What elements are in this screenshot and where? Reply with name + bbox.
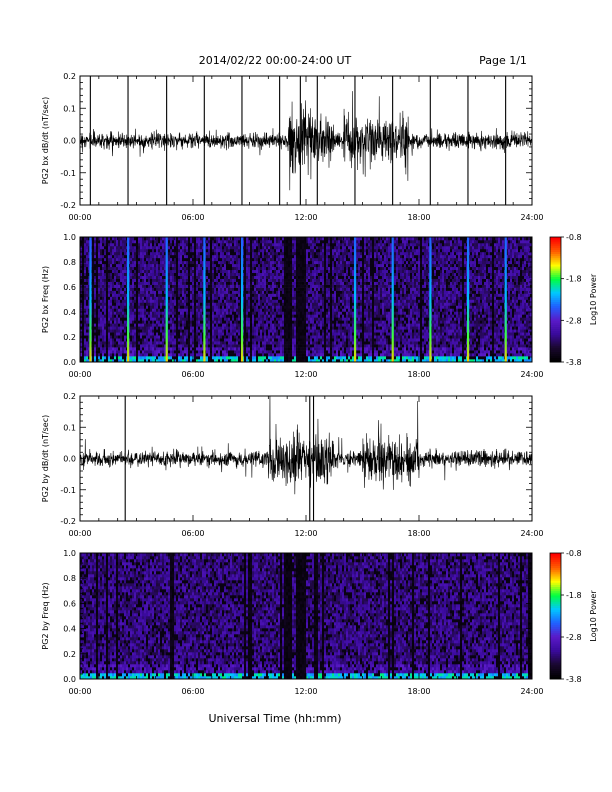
x-tick-label: 18:00 [407, 213, 430, 222]
x-tick-label: 12:00 [294, 213, 317, 222]
x-tick-label: 06:00 [181, 370, 204, 379]
spike-line [429, 237, 432, 362]
y-tick-label: 0.0 [63, 455, 76, 464]
y-tick-label: 0.8 [63, 258, 76, 267]
y-tick-label: 0.4 [63, 308, 76, 317]
colorbar: -0.8 -1.8 -2.8 -3.8 Log10 Power [549, 549, 598, 684]
y-tick-label: 0.0 [63, 137, 76, 146]
y-tick-label: 1.0 [63, 233, 76, 242]
colorbar-label: Log10 Power [589, 590, 598, 642]
x-tick-label: 06:00 [181, 687, 204, 696]
x-tick-label: 00:00 [68, 213, 91, 222]
spectrogram-cells [80, 553, 533, 680]
spike-line [353, 237, 357, 362]
y-axis-label: PG2 bx dB/dt (nT/sec) [41, 97, 50, 184]
x-tick-label: 00:00 [68, 370, 91, 379]
spike-line [504, 237, 507, 362]
x-tick-label: 18:00 [407, 687, 430, 696]
y-tick-label: 0.2 [63, 333, 76, 342]
x-tick-label: 12:00 [294, 529, 317, 538]
y-tick-label: 0.8 [63, 574, 76, 583]
colorbar-label: Log10 Power [589, 273, 598, 325]
bx-spectrogram-panel: -0.8 -1.8 -2.8 -3.8 Log10 Power 00:00 06:00 12:… [41, 233, 598, 379]
y-tick-label: -0.2 [60, 201, 76, 210]
colorbar-tick-label: -0.8 [566, 233, 582, 242]
y-tick-label: 0.2 [63, 650, 76, 659]
y-tick-label: 0.2 [63, 392, 76, 401]
y-tick-label: -0.1 [60, 486, 76, 495]
page-title: 2014/02/22 00:00-24:00 UT [199, 54, 352, 67]
bx-dbdt-panel: 00:00 06:00 12:00 18:00 24:00 -0.2 -0.1 0.0 0.1 0… [41, 72, 544, 222]
x-tick-label: 24:00 [520, 213, 543, 222]
by-spectrogram-panel: -0.8 -1.8 -2.8 -3.8 Log10 Power 00:00 06:00 12:… [41, 549, 598, 696]
y-tick-label: -0.2 [60, 517, 76, 526]
y-axis-label: PG2 by Freq (Hz) [41, 582, 50, 649]
spike-line [89, 237, 92, 362]
colorbar-tick-label: -0.8 [566, 549, 582, 558]
x-tick-label: 06:00 [181, 529, 204, 538]
x-tick-label: 12:00 [294, 687, 317, 696]
by-dbdt-panel: 00:00 06:00 12:00 18:00 24:00 -0.2 -0.1 0.0 0.1 0… [41, 392, 544, 538]
y-tick-label: 0.0 [63, 675, 76, 684]
colorbar: -0.8 -1.8 -2.8 -3.8 Log10 Power [549, 233, 598, 367]
spike-line [203, 237, 206, 362]
x-tick-label: 24:00 [520, 529, 543, 538]
y-tick-label: 0.1 [63, 423, 76, 432]
dbdt-trace [80, 396, 532, 495]
colorbar-tick-label: -2.8 [566, 316, 582, 325]
colorbar-tick-label: -3.8 [566, 675, 582, 684]
y-tick-label: 0.6 [63, 283, 76, 292]
spectrogram-cells [80, 237, 533, 363]
page-number: Page 1/1 [479, 54, 527, 67]
y-axis-label: PG2 bx Freq (Hz) [41, 266, 50, 333]
x-tick-label: 24:00 [520, 687, 543, 696]
y-tick-label: 0.2 [63, 72, 76, 81]
x-axis-label: Universal Time (hh:mm) [209, 712, 342, 725]
spike-line [391, 237, 394, 362]
spike-line [165, 237, 168, 362]
dbdt-trace [80, 91, 532, 191]
x-tick-label: 12:00 [294, 370, 317, 379]
spike-line [127, 237, 130, 362]
y-tick-label: 1.0 [63, 549, 76, 558]
colorbar-tick-label: -3.8 [566, 358, 582, 367]
x-tick-label: 06:00 [181, 213, 204, 222]
y-axis-label: PG2 by dB/dt (nT/sec) [41, 415, 50, 502]
x-tick-label: 00:00 [68, 687, 91, 696]
x-tick-label: 00:00 [68, 529, 91, 538]
spike-line [240, 237, 244, 362]
y-tick-label: 0.6 [63, 599, 76, 608]
colorbar-tick-label: -1.8 [566, 275, 582, 284]
x-tick-label: 24:00 [520, 370, 543, 379]
y-tick-label: 0.4 [63, 625, 76, 634]
spike-line [466, 237, 470, 362]
y-tick-label: 0.1 [63, 104, 76, 113]
x-tick-label: 18:00 [407, 529, 430, 538]
x-tick-label: 18:00 [407, 370, 430, 379]
colorbar-tick-label: -2.8 [566, 633, 582, 642]
y-tick-label: -0.1 [60, 169, 76, 178]
colorbar-tick-label: -1.8 [566, 591, 582, 600]
y-tick-label: 0.0 [63, 358, 76, 367]
